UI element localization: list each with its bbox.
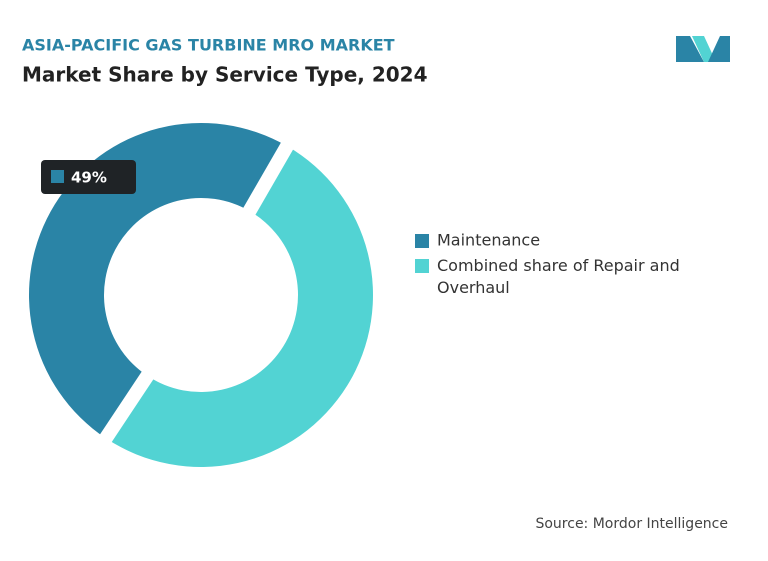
- legend-swatch: [415, 259, 429, 273]
- slice-gap: [97, 368, 156, 446]
- donut-slice: [105, 146, 373, 467]
- data-label-text: 49%: [71, 169, 107, 187]
- data-label-box: [41, 160, 136, 194]
- logo: [676, 36, 730, 62]
- legend-line: Overhaul: [437, 278, 510, 297]
- chart-title: Market Share by Service Type, 2024: [22, 63, 427, 87]
- legend-label: Maintenance: [437, 231, 540, 250]
- donut-slice: [28, 122, 288, 439]
- data-label: 49%: [41, 160, 136, 194]
- data-label-swatch: [51, 170, 64, 183]
- legend-line: Combined share of Repair and: [437, 256, 680, 275]
- chart-supertitle: ASIA-PACIFIC GAS TURBINE MRO MARKET: [22, 36, 395, 55]
- source: Source: Mordor Intelligence: [535, 516, 728, 532]
- legend-swatch: [415, 234, 429, 248]
- slice-gap: [241, 139, 296, 218]
- legend-label: Combined share of Repair and Overhaul: [437, 256, 680, 297]
